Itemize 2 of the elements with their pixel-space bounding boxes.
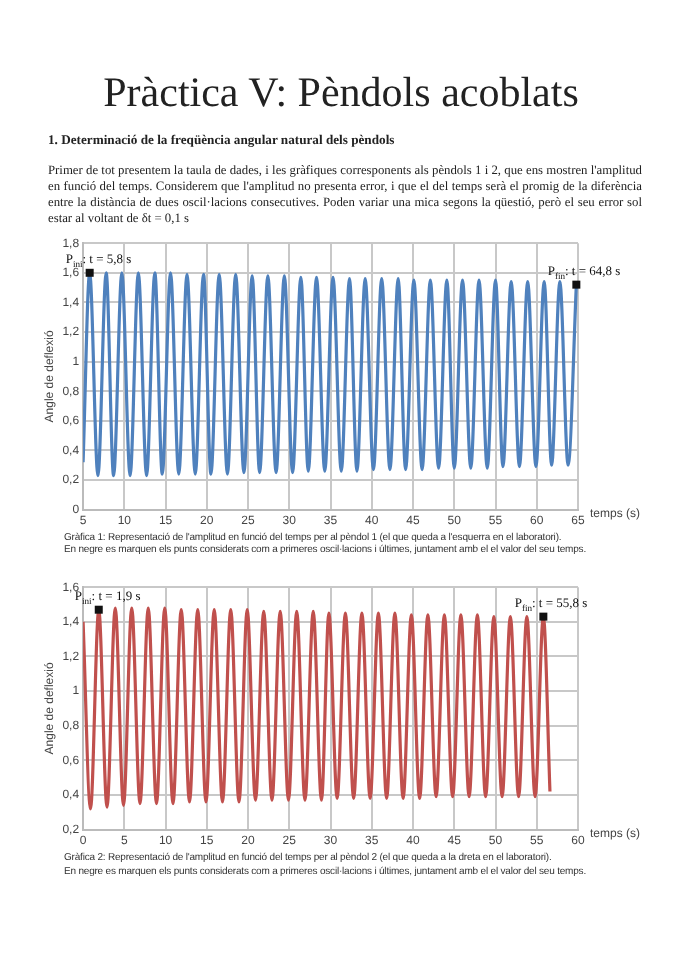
chart-title: Pràctica V: Pèndols acoblats [101,68,581,118]
line-series [83,606,552,812]
